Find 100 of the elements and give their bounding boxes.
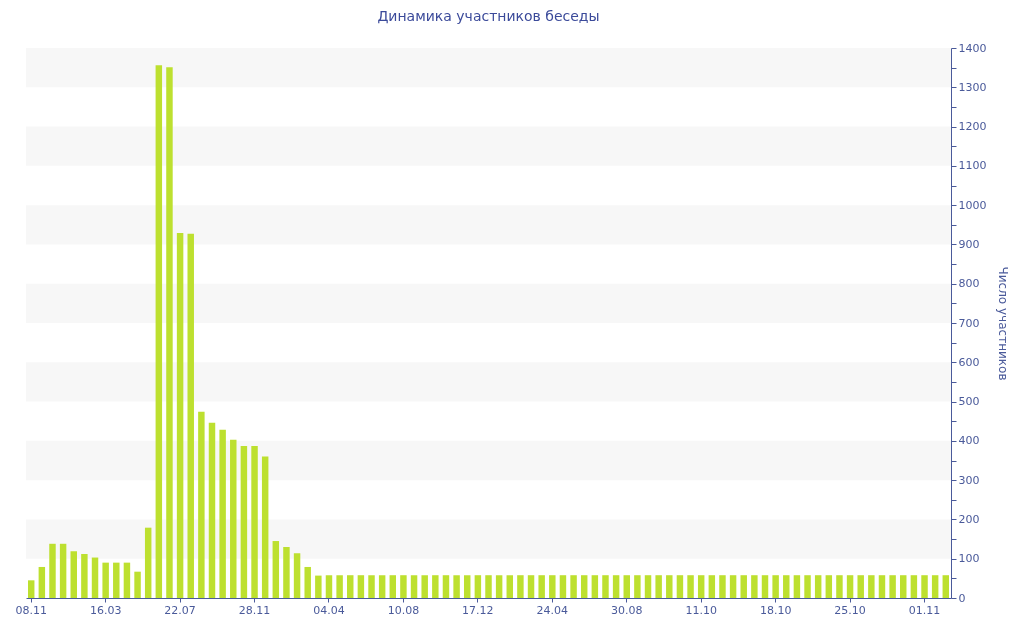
bar	[219, 429, 226, 598]
y-tick-label: 100	[958, 552, 980, 566]
bar	[187, 233, 194, 598]
bar	[591, 575, 599, 598]
bar	[666, 575, 673, 598]
bar	[283, 546, 290, 598]
bar	[506, 575, 513, 598]
bar	[485, 575, 492, 598]
y-tick-label: 200	[958, 512, 980, 526]
bar	[549, 575, 556, 598]
bar	[261, 456, 269, 598]
bar	[421, 575, 428, 598]
y-tick-label: 1300	[958, 80, 987, 94]
y-tick-label: 400	[958, 434, 980, 448]
y-tick-label: 300	[958, 473, 980, 487]
x-tick-label: 24.04	[536, 603, 569, 617]
x-tick-label: 28.11	[238, 603, 271, 617]
bar	[251, 445, 258, 598]
bar	[155, 65, 163, 598]
bar	[474, 575, 482, 598]
bar	[368, 575, 375, 598]
bar	[123, 562, 131, 598]
bar	[315, 575, 322, 598]
bar	[878, 575, 886, 598]
bar	[400, 575, 407, 598]
x-tick-label: 17.12	[462, 603, 494, 617]
y-tick-label: 1100	[958, 159, 987, 173]
bar	[793, 575, 801, 598]
bar	[176, 233, 184, 598]
bar	[389, 575, 397, 598]
bar	[761, 575, 769, 598]
bar	[49, 543, 56, 598]
x-tick-label: 30.08	[611, 603, 643, 617]
bar	[931, 575, 939, 598]
bar	[81, 554, 88, 598]
bar	[144, 527, 152, 598]
bar	[230, 439, 237, 598]
bar	[453, 575, 460, 598]
x-tick-label: 10.08	[387, 603, 420, 617]
bar	[814, 575, 822, 598]
bar	[304, 566, 311, 598]
bar	[889, 575, 896, 598]
bar	[293, 553, 301, 598]
bar	[900, 575, 907, 598]
bar	[27, 580, 35, 598]
bar	[347, 575, 354, 598]
bar	[772, 575, 779, 598]
bar	[644, 575, 652, 598]
bar	[719, 575, 726, 598]
bar	[432, 575, 439, 598]
bar	[378, 575, 386, 598]
bar	[208, 422, 216, 598]
bar	[517, 575, 524, 598]
bar	[527, 575, 535, 598]
bar	[570, 575, 577, 598]
y-tick-label: 900	[958, 237, 980, 251]
bar	[623, 575, 630, 598]
bar	[464, 575, 471, 598]
y-tick-label: 0	[958, 591, 966, 605]
x-tick-label: 08.11	[15, 603, 47, 617]
bar	[91, 557, 99, 598]
bar	[495, 575, 503, 598]
bar	[70, 551, 77, 598]
bar	[676, 575, 684, 598]
bar	[442, 575, 450, 598]
bar	[634, 575, 641, 598]
x-tick-label: 25.10	[834, 603, 866, 617]
bar	[102, 562, 109, 598]
bar	[857, 575, 864, 598]
y-tick-label: 800	[958, 277, 980, 291]
y-tick-label: 1200	[958, 120, 987, 134]
bar	[783, 575, 790, 598]
y-tick-label: 700	[958, 316, 980, 330]
bar	[538, 575, 545, 598]
bar	[708, 575, 716, 598]
bar	[357, 575, 365, 598]
y-axis-title: Число участников	[996, 266, 1011, 381]
bar	[697, 575, 705, 598]
bar	[804, 575, 811, 598]
bar	[559, 575, 567, 598]
y-tick-label: 600	[958, 355, 980, 369]
bar	[921, 575, 928, 598]
bar	[868, 575, 875, 598]
bar	[655, 575, 662, 598]
bar	[336, 575, 343, 598]
bar	[687, 575, 694, 598]
x-tick-label: 01.11	[908, 603, 941, 617]
x-tick-label: 04.04	[313, 603, 345, 617]
bar	[910, 575, 918, 598]
y-tick-label: 1000	[958, 198, 987, 212]
y-tick-label: 500	[958, 395, 980, 409]
bar	[729, 575, 737, 598]
bar	[325, 575, 333, 598]
bar	[410, 575, 418, 598]
bar	[38, 566, 46, 598]
bar	[942, 575, 950, 598]
x-tick-label: 22.07	[164, 603, 196, 617]
bar	[751, 575, 758, 598]
bar	[740, 575, 747, 598]
bar	[846, 575, 854, 598]
